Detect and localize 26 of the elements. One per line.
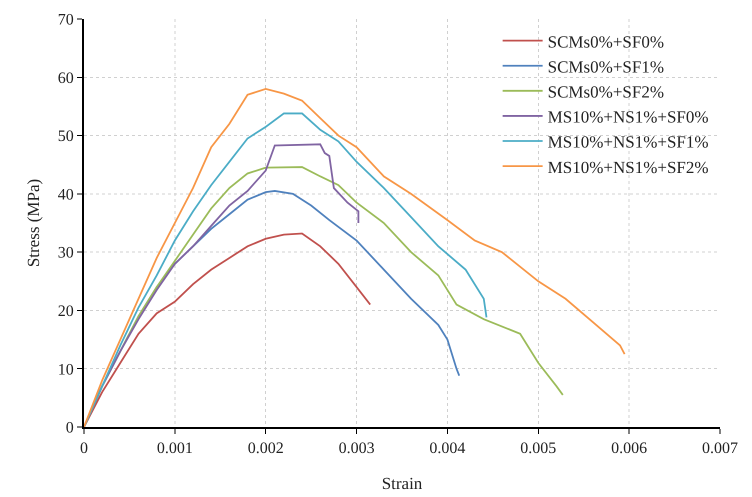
legend-label: SCMs0%+SF0%	[548, 32, 664, 52]
y-tick-label: 40	[58, 186, 74, 204]
x-tick-label: 0	[80, 440, 88, 458]
x-tick-label: 0.004	[429, 440, 466, 458]
legend-label: SCMs0%+SF2%	[548, 82, 664, 102]
legend-label: MS10%+NS1%+SF1%	[548, 132, 709, 152]
line-series	[84, 232, 372, 427]
y-tick-label: 60	[58, 70, 74, 87]
y-tick-label: 0	[66, 420, 74, 437]
legend-label: MS10%+NS1%+SF0%	[548, 108, 709, 127]
legend-label: MS10%+NS1%+SF2%	[548, 158, 709, 177]
y-tick-label: 20	[58, 303, 74, 320]
x-tick-label: 0.007	[702, 440, 738, 458]
x-tick-label: 0.005	[520, 440, 556, 458]
y-tick-label: 30	[58, 244, 74, 262]
legend-label: SCMs0%+SF1%	[548, 57, 664, 76]
y-tick-label: 70	[58, 12, 74, 29]
x-axis-title: Strain	[382, 474, 423, 493]
y-tick-label: 50	[58, 128, 74, 146]
x-tick-label: 0.002	[248, 440, 284, 458]
y-axis-title: Stress (MPa)	[24, 178, 43, 268]
x-tick-label: 0.006	[611, 440, 648, 458]
x-tick-label: 0.003	[338, 440, 375, 458]
y-tick-label: 10	[58, 361, 74, 378]
x-tick-label: 0.001	[156, 440, 193, 458]
line-series	[84, 112, 488, 427]
